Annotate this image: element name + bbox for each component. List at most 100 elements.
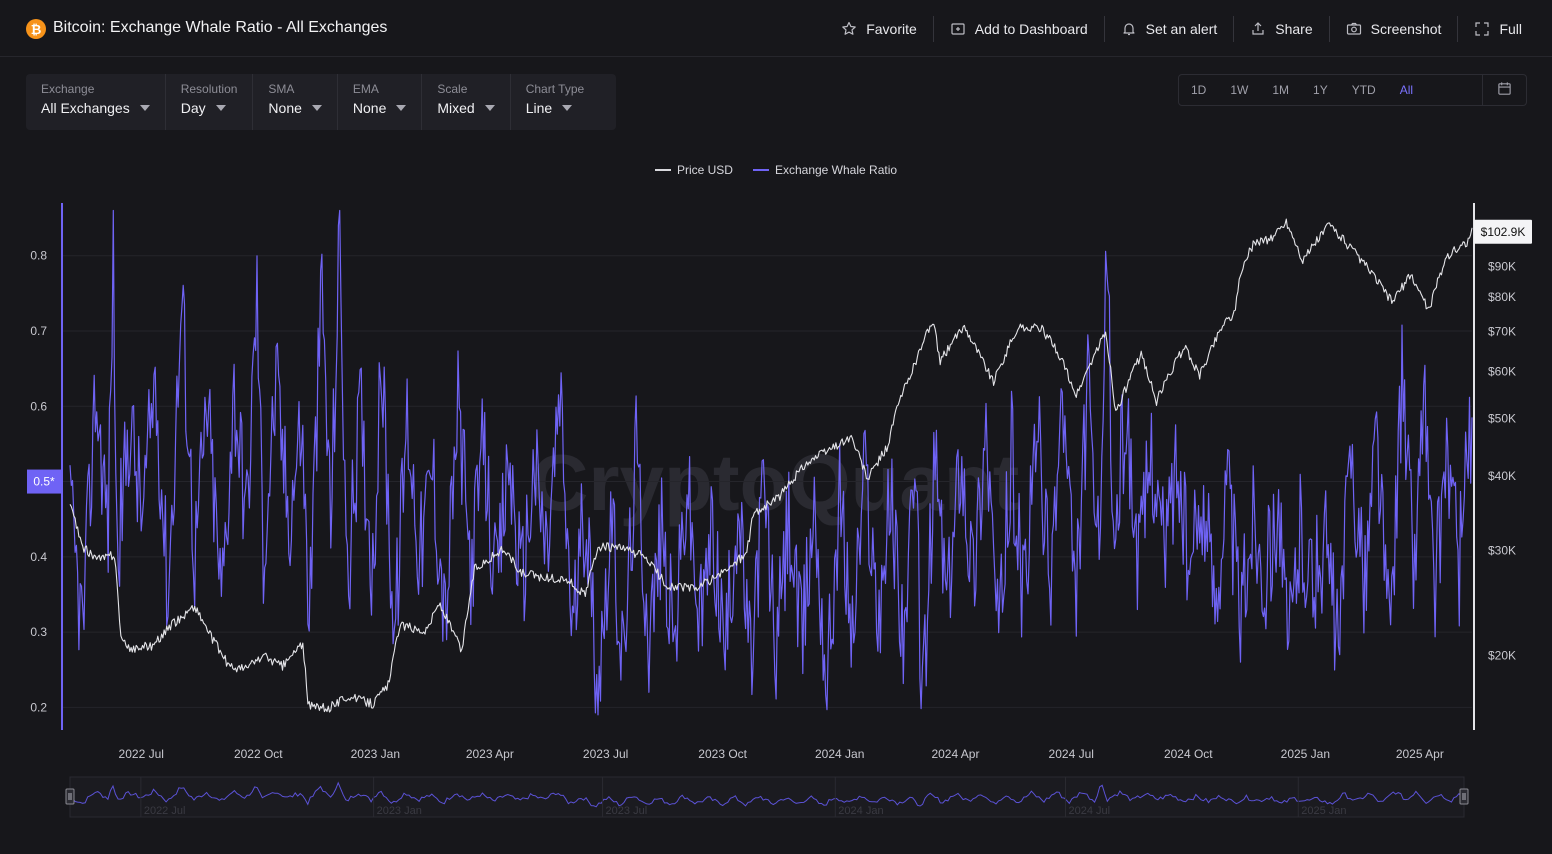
navigator-right-handle[interactable] bbox=[1459, 788, 1469, 805]
time-range-selector: 1D 1W 1M 1Y YTD All bbox=[1178, 74, 1527, 106]
navigator-label: 2024 Jul bbox=[1069, 805, 1111, 817]
right-axis: $20K $30K $40K $50K $60K $70K $80K $90K $102.9K bbox=[1473, 203, 1532, 730]
chevron-down-icon bbox=[396, 105, 407, 111]
resolution-select[interactable]: Resolution Day bbox=[164, 74, 253, 130]
share-label: Share bbox=[1275, 21, 1313, 37]
x-tick-label: 2023 Oct bbox=[698, 747, 747, 761]
set-alert-button[interactable]: Set an alert bbox=[1103, 16, 1234, 42]
ema-label: EMA bbox=[352, 82, 379, 96]
navigator-left-handle[interactable] bbox=[65, 788, 75, 805]
scale-value: Mixed bbox=[437, 100, 475, 116]
exchange-label: Exchange bbox=[41, 82, 95, 96]
legend-swatch-price bbox=[654, 169, 671, 171]
x-tick-label: 2024 Jan bbox=[815, 747, 864, 761]
watermark: CryptoQuant bbox=[531, 438, 1020, 527]
legend-swatch-ratio bbox=[752, 169, 769, 171]
legend-item-price[interactable]: Price USD bbox=[654, 163, 733, 177]
x-tick-label: 2022 Oct bbox=[234, 747, 283, 761]
legend-label-ratio: Exchange Whale Ratio bbox=[774, 163, 898, 177]
star-icon bbox=[841, 21, 857, 37]
right-tick-label: $60K bbox=[1488, 364, 1516, 378]
navigator-label: 2022 Jul bbox=[144, 805, 186, 817]
navigator-line bbox=[69, 781, 1465, 808]
left-tick-label: 0.6 bbox=[30, 399, 47, 413]
legend-item-ratio[interactable]: Exchange Whale Ratio bbox=[752, 163, 898, 177]
navigator-track bbox=[69, 776, 1465, 818]
fullscreen-icon bbox=[1474, 21, 1490, 37]
range-all-button[interactable]: All bbox=[1399, 83, 1414, 97]
sma-select[interactable]: SMA None bbox=[252, 74, 336, 130]
resolution-value: Day bbox=[180, 100, 206, 116]
range-ytd-button[interactable]: YTD bbox=[1351, 83, 1376, 97]
scale-select[interactable]: Scale Mixed bbox=[421, 74, 509, 130]
bitcoin-logo-icon: ₿ bbox=[26, 19, 46, 39]
last-price-label: $102.9K bbox=[1481, 225, 1526, 239]
sma-label: SMA bbox=[268, 82, 295, 96]
right-tick-label: $20K bbox=[1488, 649, 1516, 663]
chevron-down-icon bbox=[215, 105, 226, 111]
range-1y-button[interactable]: 1Y bbox=[1313, 83, 1328, 97]
chevron-down-icon bbox=[139, 105, 150, 111]
share-icon bbox=[1250, 21, 1266, 37]
left-tick-label: 0.4 bbox=[30, 550, 47, 564]
chart-type-select[interactable]: Chart Type Line bbox=[509, 74, 599, 130]
navigator-label: 2023 Jan bbox=[377, 805, 422, 817]
left-tick-label: 0.2 bbox=[30, 700, 47, 714]
fullscreen-button[interactable]: Full bbox=[1457, 16, 1538, 42]
chevron-down-icon bbox=[562, 105, 573, 111]
add-to-dashboard-label: Add to Dashboard bbox=[974, 21, 1088, 37]
range-1w-button[interactable]: 1W bbox=[1230, 83, 1249, 97]
left-tick-label: 0.3 bbox=[30, 625, 47, 639]
chevron-down-icon bbox=[484, 105, 495, 111]
set-alert-label: Set an alert bbox=[1145, 21, 1218, 37]
x-axis: 2022 Jul 2022 Oct 2023 Jan 2023 Apr 2023 Jul… bbox=[119, 747, 1444, 761]
x-tick-label: 2023 Jan bbox=[351, 747, 400, 761]
ema-select[interactable]: EMA None bbox=[336, 74, 421, 130]
screenshot-label: Screenshot bbox=[1370, 21, 1442, 37]
left-tick-label: 0.7 bbox=[30, 324, 47, 338]
right-tick-label: $40K bbox=[1488, 469, 1516, 483]
x-tick-label: 2023 Jul bbox=[583, 747, 628, 761]
share-button[interactable]: Share bbox=[1233, 16, 1328, 42]
left-tick-label: 0.8 bbox=[30, 249, 47, 263]
chevron-down-icon bbox=[311, 105, 322, 111]
range-1m-button[interactable]: 1M bbox=[1272, 83, 1290, 97]
left-axis: 0.20.30.40.50.60.70.80.5* bbox=[27, 203, 63, 730]
exchange-value: All Exchanges bbox=[41, 100, 130, 116]
chart-filters: Exchange All Exchanges Resolution Day SM… bbox=[26, 74, 616, 130]
right-tick-label: $90K bbox=[1488, 259, 1516, 273]
camera-icon bbox=[1346, 21, 1362, 37]
range-1d-button[interactable]: 1D bbox=[1191, 83, 1207, 97]
header-actions: Favorite Add to Dashboard Set an alert S… bbox=[825, 16, 1538, 42]
exchange-select[interactable]: Exchange All Exchanges bbox=[26, 74, 165, 130]
legend-label-price: Price USD bbox=[676, 163, 733, 177]
range-navigator[interactable]: 2022 Jul 2023 Jan 2023 Jul 2024 Jan 2024 Jul… bbox=[65, 776, 1469, 818]
favorite-label: Favorite bbox=[866, 21, 917, 37]
navigator-label: 2024 Jan bbox=[838, 805, 883, 817]
calendar-button[interactable] bbox=[1482, 75, 1526, 105]
x-tick-label: 2024 Jul bbox=[1049, 747, 1094, 761]
navigator-label: 2023 Jul bbox=[606, 805, 648, 817]
current-ratio-label: 0.5* bbox=[33, 475, 55, 489]
calendar-icon bbox=[1497, 81, 1512, 99]
favorite-button[interactable]: Favorite bbox=[825, 16, 933, 42]
x-tick-label: 2023 Apr bbox=[466, 747, 514, 761]
chart-type-value: Line bbox=[525, 100, 553, 116]
add-to-dashboard-button[interactable]: Add to Dashboard bbox=[932, 16, 1104, 42]
right-tick-label: $80K bbox=[1488, 290, 1516, 304]
bell-icon bbox=[1121, 21, 1137, 37]
chart-legend: Price USD Exchange Whale Ratio bbox=[0, 163, 1552, 177]
navigator-label: 2025 Jan bbox=[1301, 805, 1346, 817]
current-ratio-tag bbox=[27, 469, 61, 494]
right-tick-label: $50K bbox=[1488, 411, 1516, 425]
page-title: Bitcoin: Exchange Whale Ratio - All Exch… bbox=[53, 19, 388, 36]
screenshot-button[interactable]: Screenshot bbox=[1328, 16, 1458, 42]
x-tick-label: 2022 Jul bbox=[119, 747, 164, 761]
x-tick-label: 2025 Jan bbox=[1281, 747, 1330, 761]
x-tick-label: 2024 Apr bbox=[931, 747, 979, 761]
x-tick-label: 2025 Apr bbox=[1396, 747, 1444, 761]
x-tick-label: 2024 Oct bbox=[1164, 747, 1213, 761]
scale-label: Scale bbox=[437, 82, 468, 96]
resolution-label: Resolution bbox=[180, 82, 238, 96]
